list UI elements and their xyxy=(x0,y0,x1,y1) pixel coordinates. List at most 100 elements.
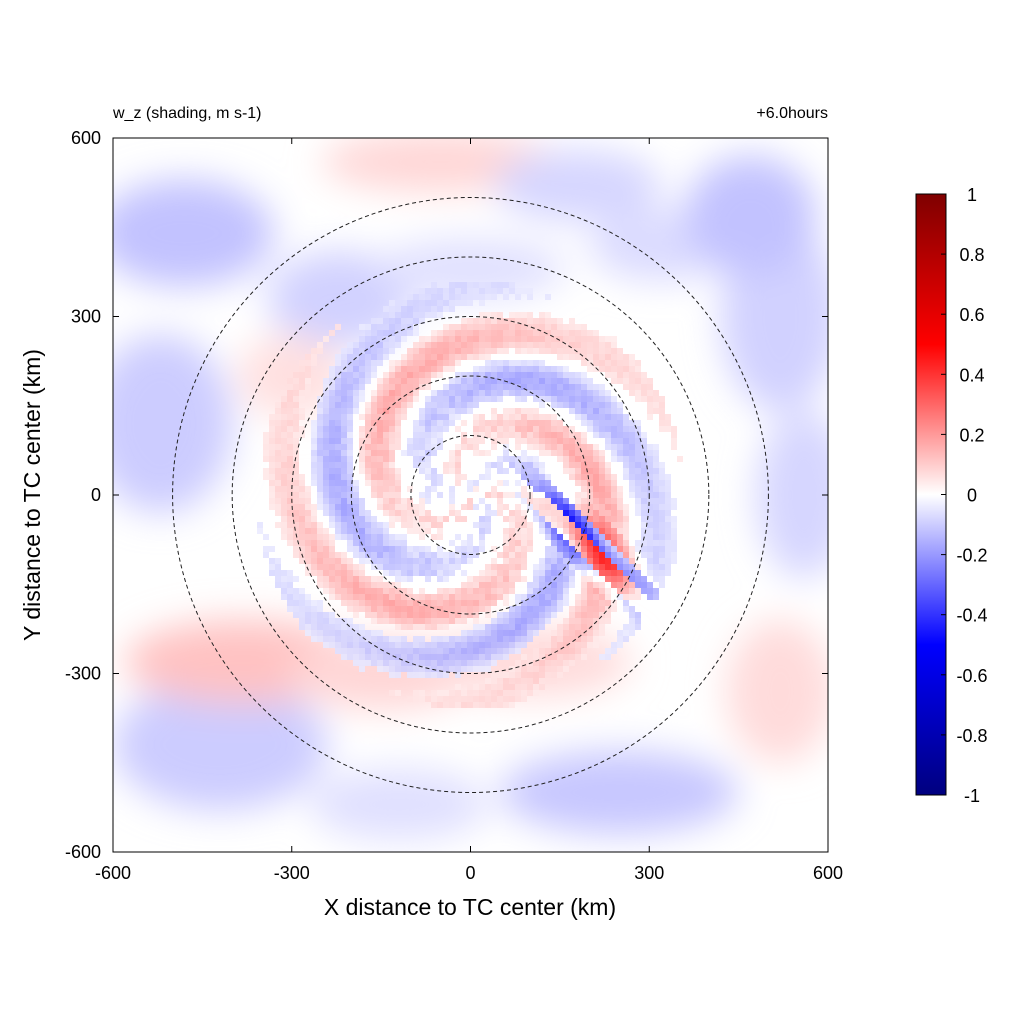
shading-cell xyxy=(647,516,653,522)
shading-cell xyxy=(515,492,521,498)
shading-cell xyxy=(659,570,665,576)
shading-cell xyxy=(611,528,617,534)
shading-cell xyxy=(635,612,641,618)
shading-cell xyxy=(539,486,545,492)
shading-cell xyxy=(665,528,671,534)
shading-cell xyxy=(305,558,311,564)
shading-cell xyxy=(605,390,611,396)
shading-cell xyxy=(467,378,473,384)
shading-cell xyxy=(347,444,353,450)
shading-cell xyxy=(377,588,383,594)
shading-cell xyxy=(527,414,533,420)
shading-cell xyxy=(641,474,647,480)
shading-cell xyxy=(629,354,635,360)
shading-cell xyxy=(479,516,485,522)
shading-cell xyxy=(437,564,443,570)
shading-cell xyxy=(527,294,533,300)
shading-cell xyxy=(395,312,401,318)
shading-cell xyxy=(629,546,635,552)
shading-cell xyxy=(617,414,623,420)
shading-cell xyxy=(623,510,629,516)
shading-cell xyxy=(413,348,419,354)
shading-cell xyxy=(443,642,449,648)
shading-cell xyxy=(665,558,671,564)
shading-cell xyxy=(563,426,569,432)
shading-cell xyxy=(569,432,575,438)
shading-cell xyxy=(515,552,521,558)
shading-cell xyxy=(623,450,629,456)
shading-cell xyxy=(359,636,365,642)
shading-cell xyxy=(359,522,365,528)
shading-cell xyxy=(389,438,395,444)
y-tick-label: -300 xyxy=(65,664,101,684)
shading-cell xyxy=(401,666,407,672)
shading-cell xyxy=(407,402,413,408)
shading-cell xyxy=(455,342,461,348)
colorbar-tick-label: 0 xyxy=(967,486,977,506)
shading-cell xyxy=(539,414,545,420)
shading-cell xyxy=(497,672,503,678)
shading-cell xyxy=(641,546,647,552)
shading-cell xyxy=(455,696,461,702)
shading-cell xyxy=(407,312,413,318)
shading-cell xyxy=(599,528,605,534)
shading-cell xyxy=(509,366,515,372)
shading-cell xyxy=(455,564,461,570)
shading-cell xyxy=(287,414,293,420)
shading-cell xyxy=(485,684,491,690)
shading-cell xyxy=(551,432,557,438)
shading-cell xyxy=(455,360,461,366)
shading-cell xyxy=(461,318,467,324)
shading-cell xyxy=(527,678,533,684)
shading-cell xyxy=(635,474,641,480)
shading-cell xyxy=(629,420,635,426)
shading-cell xyxy=(491,582,497,588)
shading-cell xyxy=(293,588,299,594)
shading-cell xyxy=(509,540,515,546)
shading-cell xyxy=(611,342,617,348)
shading-cell xyxy=(605,540,611,546)
shading-cell xyxy=(329,372,335,378)
shading-cell xyxy=(605,534,611,540)
shading-cell xyxy=(311,522,317,528)
shading-cell xyxy=(347,474,353,480)
shading-cell xyxy=(617,534,623,540)
shading-cell xyxy=(653,528,659,534)
shading-cell xyxy=(509,588,515,594)
shading-cell xyxy=(515,630,521,636)
shading-cell xyxy=(557,594,563,600)
shading-cell xyxy=(551,546,557,552)
shading-cell xyxy=(671,444,677,450)
shading-cell xyxy=(383,378,389,384)
shading-cell xyxy=(341,624,347,630)
shading-cell xyxy=(533,318,539,324)
shading-cell xyxy=(593,402,599,408)
shading-cell xyxy=(461,294,467,300)
shading-cell xyxy=(593,426,599,432)
shading-cell xyxy=(515,372,521,378)
shading-cell xyxy=(497,576,503,582)
shading-cell xyxy=(557,540,563,546)
shading-cell xyxy=(377,384,383,390)
shading-cell xyxy=(533,624,539,630)
shading-cell xyxy=(635,378,641,384)
shading-cell xyxy=(467,390,473,396)
shading-cell xyxy=(551,516,557,522)
shading-cell xyxy=(413,354,419,360)
shading-cell xyxy=(563,618,569,624)
shading-cell xyxy=(539,498,545,504)
colorbar-tick-label: 0.8 xyxy=(959,245,984,265)
shading-cell xyxy=(419,354,425,360)
shading-cell xyxy=(437,294,443,300)
shading-cell xyxy=(575,372,581,378)
shading-cell xyxy=(527,600,533,606)
shading-cell xyxy=(305,378,311,384)
shading-cell xyxy=(569,402,575,408)
shading-cell xyxy=(617,594,623,600)
shading-cell xyxy=(533,384,539,390)
shading-cell xyxy=(425,660,431,666)
shading-cell xyxy=(623,570,629,576)
shading-cell xyxy=(425,618,431,624)
shading-cell xyxy=(563,522,569,528)
colorbar-tick-label: 0.4 xyxy=(959,365,984,385)
